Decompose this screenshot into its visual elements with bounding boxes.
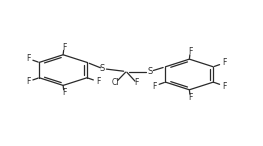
Text: F: F: [222, 81, 227, 91]
Text: S: S: [100, 64, 105, 73]
Text: F: F: [134, 78, 138, 87]
Text: F: F: [62, 43, 66, 52]
Text: F: F: [152, 81, 156, 91]
Text: F: F: [188, 47, 193, 56]
Text: F: F: [26, 77, 30, 86]
Text: F: F: [62, 88, 66, 98]
Text: F: F: [96, 77, 100, 86]
Text: F: F: [222, 58, 227, 67]
Text: Cl: Cl: [112, 78, 119, 87]
Text: S: S: [147, 67, 153, 76]
Text: F: F: [188, 93, 193, 102]
Text: F: F: [26, 54, 30, 63]
